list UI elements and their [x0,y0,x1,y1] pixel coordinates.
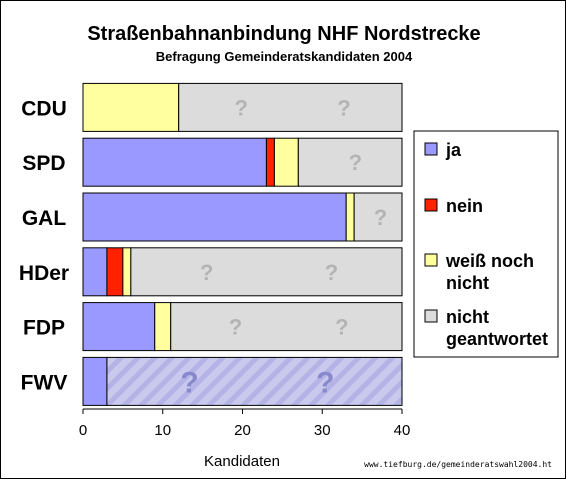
legend-swatch-1 [424,198,438,212]
bar-spd-1 [265,137,275,187]
x-tick-label-0: 0 [79,422,87,439]
question-mark-fdp-0: ? [229,315,242,340]
question-mark-spd-0: ? [349,150,362,175]
bar-fwv-0 [82,356,108,406]
bar-fdp-3 [170,302,403,352]
bar-fdp-0 [82,302,156,352]
bar-spd-3 [297,137,403,187]
bar-spd-0 [82,137,267,187]
legend-label-3-0: nicht [446,307,489,327]
legend-label-0-0: ja [445,140,462,160]
bar-spd-2 [273,137,299,187]
legend-box [413,130,559,358]
legend-swatch-2 [424,253,438,267]
chart-subtitle: Befragung Gemeinderatskandidaten 2004 [156,49,413,64]
bar-hder-3 [130,247,403,297]
bar-fdp-2 [154,302,172,352]
question-mark-fwv-1: ? [316,366,334,399]
x-axis: 0 10 20 30 40 [79,408,411,439]
question-mark-cdu-0: ? [234,95,247,120]
category-label-fwv: FWV [21,371,68,394]
question-mark-fdp-1: ? [335,315,348,340]
legend-label-3-1: geantwortet [446,329,548,349]
bar-fwv-3 [106,356,403,406]
question-mark-hder-1: ? [325,260,338,285]
legend-label-2-1: nicht [446,273,489,293]
bar-hder-1 [106,247,124,297]
bars-group: CDU? ? SPD ? GAL ? HDer? ? FDP? ? FWV?? [19,82,403,406]
x-tick-label-20: 20 [234,422,251,439]
bar-hder-2 [122,247,132,297]
category-label-hder: HDer [19,262,69,285]
chart-title: Straßenbahnanbindung NHF Nordstrecke [87,23,480,45]
x-tick-label-40: 40 [394,422,411,439]
question-mark-hder-0: ? [200,260,213,285]
category-label-gal: GAL [22,207,67,230]
category-label-fdp: FDP [23,317,65,340]
credit-url: www.tiefburg.de/gemeinderatswahl2004.ht [364,460,552,469]
bar-gal-2 [345,192,355,242]
legend-label-1-0: nein [446,196,483,216]
legend-swatch-3 [424,309,438,323]
bar-gal-3 [353,192,403,242]
x-tick-label-30: 30 [314,422,331,439]
bar-cdu-2 [82,82,180,132]
category-label-spd: SPD [22,152,65,175]
x-axis-label: Kandidaten [204,453,280,470]
bar-cdu-3 [178,82,403,132]
bar-hder-0 [82,247,108,297]
legend-swatch-0 [424,142,438,156]
question-mark-fwv-0: ? [180,366,198,399]
legend-label-2-0: weiß noch [445,251,534,271]
x-tick-label-10: 10 [154,422,171,439]
question-mark-gal-0: ? [374,205,387,230]
category-label-cdu: CDU [21,97,67,120]
question-mark-cdu-1: ? [337,95,350,120]
bar-gal-0 [82,192,347,242]
